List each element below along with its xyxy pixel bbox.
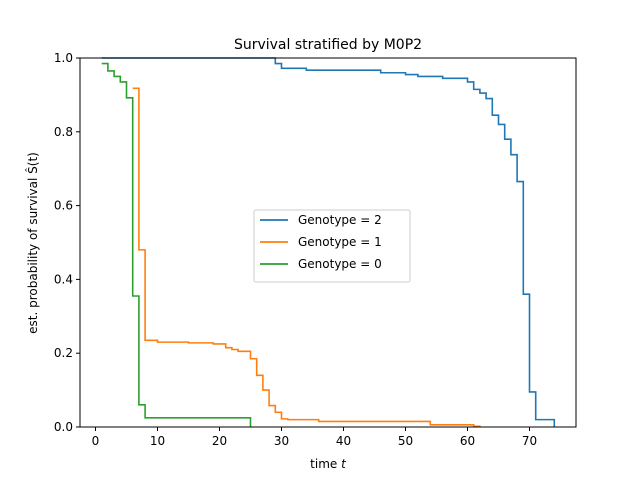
x-tick-label: 50 bbox=[398, 434, 413, 448]
y-tick-label: 0.4 bbox=[54, 272, 73, 286]
y-tick-label: 1.0 bbox=[54, 51, 73, 65]
x-tick-label: 10 bbox=[150, 434, 165, 448]
x-axis-label-prefix: time bbox=[310, 457, 341, 471]
plot-area bbox=[101, 57, 556, 428]
legend: Genotype = 2 Genotype = 1 Genotype = 0 bbox=[253, 209, 411, 283]
axes-frame bbox=[79, 57, 577, 428]
x-tick-label: 30 bbox=[274, 434, 289, 448]
legend-label: Genotype = 2 bbox=[298, 213, 382, 227]
x-tick-label: 60 bbox=[460, 434, 475, 448]
legend-label: Genotype = 1 bbox=[298, 235, 382, 249]
x-tick-label: 20 bbox=[212, 434, 227, 448]
y-tick-label: 0.2 bbox=[54, 346, 73, 360]
legend-label: Genotype = 0 bbox=[298, 257, 382, 271]
series-line-genotype-0 bbox=[101, 62, 252, 427]
axis-ticks: 0 10 20 30 40 50 60 70 0.0 0.2 0.4 0.6 0.8 1.0 bbox=[54, 51, 537, 448]
x-axis-label: time t bbox=[310, 457, 347, 471]
x-tick-label: 0 bbox=[92, 434, 100, 448]
y-tick-label: 0.8 bbox=[54, 125, 73, 139]
y-axis-label: est. probability of survival Ŝ(t) bbox=[25, 152, 40, 334]
legend-box bbox=[253, 209, 411, 283]
y-tick-label: 0.0 bbox=[54, 420, 73, 434]
x-tick-label: 40 bbox=[336, 434, 351, 448]
x-axis-label-variable: t bbox=[341, 457, 347, 471]
series-line-genotype-2 bbox=[101, 57, 556, 427]
y-tick-label: 0.6 bbox=[54, 199, 73, 213]
x-tick-label: 70 bbox=[522, 434, 537, 448]
chart-title: Survival stratified by M0P2 bbox=[234, 37, 422, 53]
series-line-genotype-1 bbox=[132, 87, 481, 428]
